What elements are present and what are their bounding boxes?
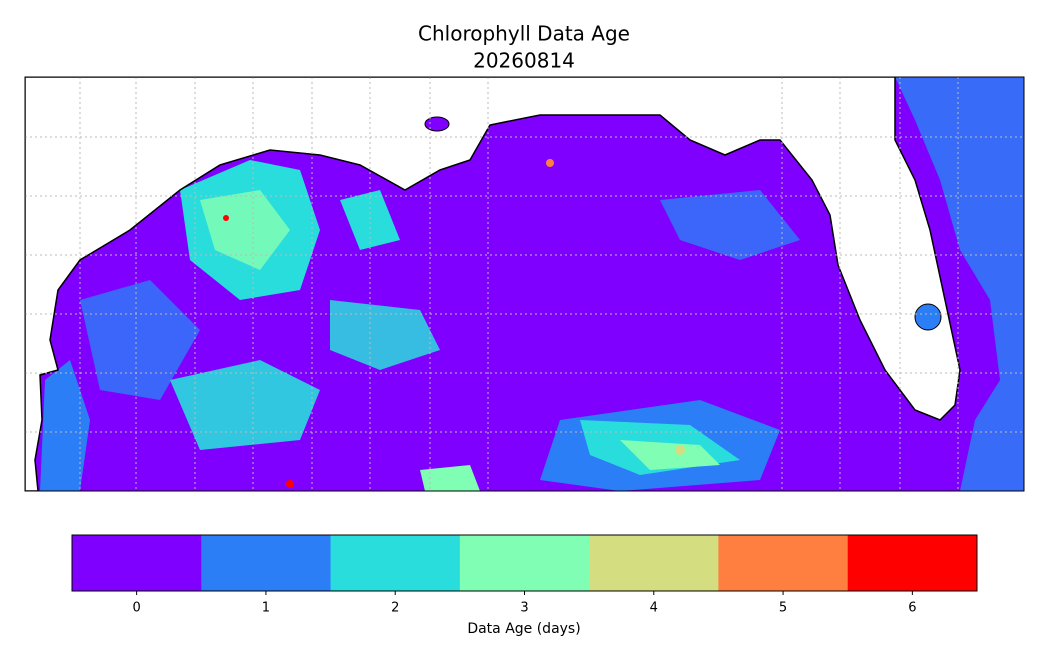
- lake: [914, 303, 942, 331]
- colorbar-segment: [718, 535, 849, 591]
- data-patches: [40, 77, 1024, 491]
- patch: [660, 190, 800, 260]
- colorbar-tick-label: 0: [133, 601, 141, 616]
- colorbar-tick-label: 1: [262, 601, 270, 616]
- graticule: [25, 77, 1024, 491]
- patch: [340, 190, 400, 250]
- patch: [330, 300, 440, 370]
- map-frame: [24, 76, 1025, 492]
- colorbar-frame: [71, 534, 978, 592]
- patch: [40, 360, 90, 491]
- colorbar-label: Data Age (days): [467, 621, 580, 637]
- colorbar-tick-label: 2: [391, 601, 399, 616]
- colorbar-segment: [847, 535, 978, 591]
- colorbar-segment: [589, 535, 719, 591]
- colorbar-tick-label: 3: [520, 601, 528, 616]
- colorbar-segment: [201, 535, 332, 591]
- lake: [424, 116, 450, 132]
- map: [25, 77, 1024, 491]
- colorbar-tick-label: 4: [650, 601, 658, 616]
- patch: [895, 77, 1024, 491]
- colorbar: 0 1 2 3 4 5 6: [72, 535, 978, 616]
- patch: [200, 190, 290, 270]
- patch: [80, 280, 200, 400]
- colorbar-segment: [459, 535, 590, 591]
- patch: [170, 360, 320, 450]
- patch: [223, 215, 229, 221]
- patch: [546, 159, 554, 167]
- land: [25, 77, 961, 491]
- subtitle: 20260814: [473, 49, 575, 73]
- colorbar-segment: [72, 535, 202, 591]
- patch: [620, 440, 720, 470]
- patch: [420, 465, 480, 491]
- patch: [286, 480, 294, 488]
- colorbar-tick-label: 6: [908, 601, 916, 616]
- colorbar-segment: [330, 535, 461, 591]
- title: Chlorophyll Data Age: [418, 22, 630, 46]
- patch: [675, 445, 685, 455]
- colorbar-tick-label: 5: [779, 601, 787, 616]
